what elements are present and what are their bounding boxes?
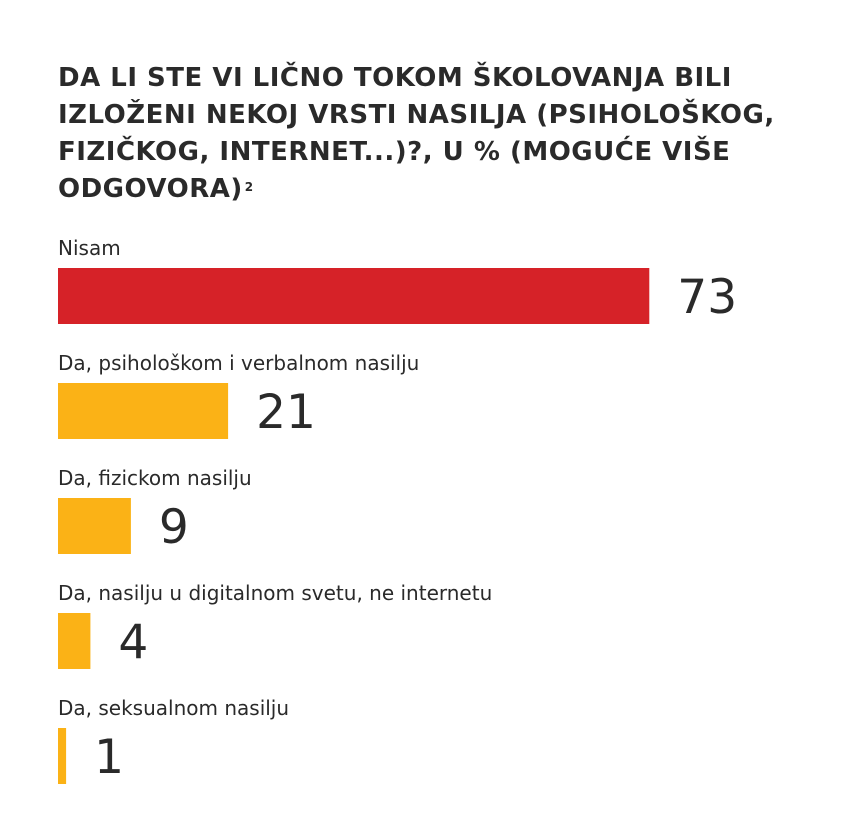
category-label: Da, psihološkom i verbalnom nasilju <box>58 351 419 375</box>
value-label: 21 <box>256 385 316 440</box>
bar <box>58 383 229 439</box>
chart-title: DA LI STE VI LIČNO TOKOM ŠKOLOVANJA BILI… <box>58 60 798 208</box>
bar <box>58 728 67 784</box>
value-label: 73 <box>677 270 737 325</box>
title-footnote-marker: 2 <box>244 180 254 194</box>
bar <box>58 498 131 554</box>
bar <box>58 613 91 669</box>
category-label: Da, nasilju u digitalnom svetu, ne inter… <box>58 581 492 605</box>
category-label: Da, fizickom nasilju <box>58 466 252 490</box>
value-label: 4 <box>118 615 148 670</box>
category-label: Nisam <box>58 236 121 260</box>
bar <box>58 268 650 324</box>
chart-title-text: DA LI STE VI LIČNO TOKOM ŠKOLOVANJA BILI… <box>58 63 775 204</box>
value-label: 9 <box>159 500 189 555</box>
value-label: 1 <box>94 730 124 785</box>
category-label: Da, seksualnom nasilju <box>58 696 289 720</box>
